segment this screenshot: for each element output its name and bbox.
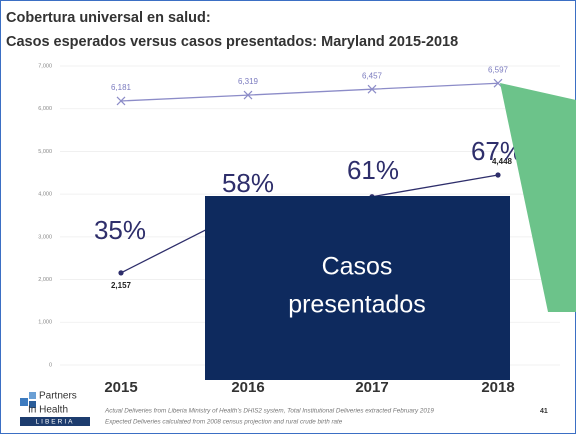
y-tick-label: 6,000	[38, 106, 52, 112]
logo-text: Partners	[39, 391, 77, 402]
y-tick-label: 3,000	[38, 234, 52, 240]
logo: Partners In Health LIBERIA	[20, 391, 90, 426]
footnote: Actual Deliveries from Liberia Ministry …	[104, 408, 434, 415]
x-tick-label: 2015	[104, 379, 137, 396]
data-label: 2,157	[111, 281, 132, 290]
y-tick-label: 0	[49, 362, 52, 368]
y-tick-label: 5,000	[38, 149, 52, 155]
page-number: 41	[540, 408, 548, 415]
marker	[243, 90, 253, 100]
overlay-text: Casos	[322, 253, 393, 281]
data-label: 6,597	[488, 65, 509, 74]
logo-bar	[20, 417, 90, 426]
data-label: 6,457	[362, 71, 383, 80]
percent-annotation: 58%	[222, 168, 274, 198]
y-tick-label: 7,000	[38, 63, 52, 69]
subtitle: Casos esperados versus casos presentados…	[6, 34, 458, 50]
logo-square	[20, 398, 28, 406]
marker	[116, 96, 126, 106]
overlay-text: presentados	[288, 291, 426, 319]
data-label: 6,181	[111, 83, 132, 92]
marker	[495, 172, 501, 178]
marker	[367, 84, 377, 94]
logo-text: LIBERIA	[36, 419, 75, 426]
y-tick-label: 2,000	[38, 277, 52, 283]
logo-text: In Health	[28, 405, 68, 416]
title: Cobertura universal en salud:	[6, 10, 211, 26]
data-label: 4,448	[492, 157, 513, 166]
overlay-box	[205, 196, 510, 380]
percent-annotation: 61%	[347, 155, 399, 185]
x-tick-label: 2016	[231, 379, 264, 396]
x-tick-label: 2017	[355, 379, 388, 396]
footnote: Expected Deliveries calculated from 2008…	[105, 419, 343, 426]
y-tick-label: 1,000	[38, 320, 52, 326]
x-tick-label: 2018	[481, 379, 514, 396]
callout-arrow	[500, 83, 576, 312]
data-label: 6,319	[238, 77, 259, 86]
y-tick-label: 4,000	[38, 192, 52, 198]
logo-square	[29, 401, 36, 408]
series-line	[120, 82, 499, 102]
logo-square	[29, 392, 36, 399]
percent-annotation: 35%	[94, 215, 146, 245]
marker	[118, 270, 124, 276]
